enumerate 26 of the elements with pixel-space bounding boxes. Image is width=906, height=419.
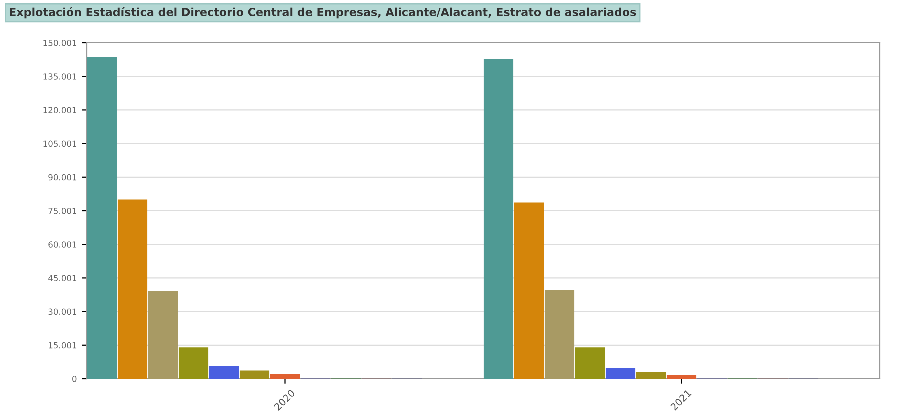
- y-tick-label: 75.001: [48, 208, 77, 214]
- bar: [544, 290, 575, 379]
- bar: [148, 290, 178, 379]
- chart-title: Explotación Estadística del Directorio Central de Empresas, Alicante/Alacant, Estrato de asalariados: [10, 7, 636, 19]
- y-tick-label: 105.001: [44, 140, 77, 148]
- bar: [118, 200, 148, 379]
- y-tick-label: 90.001: [48, 174, 77, 181]
- bar: [666, 374, 697, 379]
- bar: [87, 57, 118, 379]
- y-tick-label: 45.001: [48, 275, 77, 282]
- y-tick-label: 120.001: [44, 107, 77, 114]
- bar: [240, 370, 270, 379]
- bar: [606, 368, 636, 379]
- bar: [209, 366, 240, 379]
- bar: [484, 59, 514, 379]
- bar: [575, 348, 606, 379]
- y-tick-label: 0: [72, 376, 77, 382]
- bar: [636, 372, 666, 379]
- bar: [514, 202, 544, 379]
- bar: [270, 374, 300, 379]
- bar: [178, 348, 209, 379]
- y-tick-label: 15.001: [49, 342, 77, 349]
- y-tick-label: 150.001: [44, 40, 77, 46]
- y-tick-label: 135.001: [44, 74, 77, 80]
- y-tick-label: 60.001: [48, 242, 77, 248]
- y-tick-label: 30.001: [48, 308, 77, 316]
